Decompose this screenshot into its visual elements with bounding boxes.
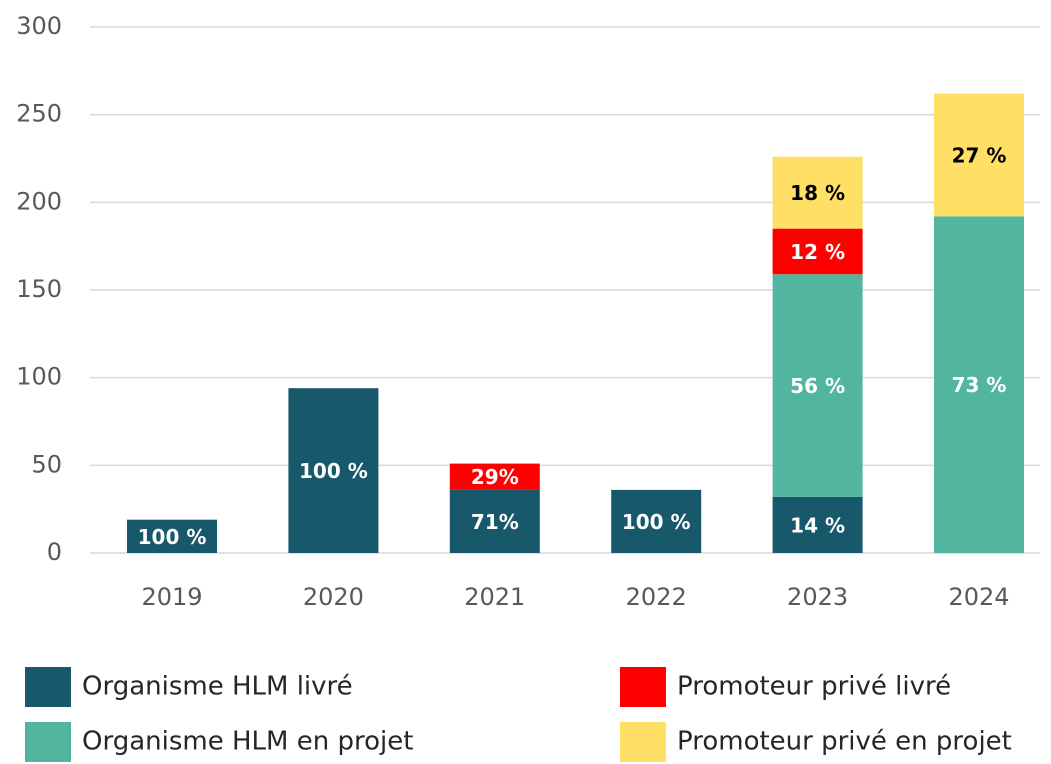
x-tick-label: 2024	[948, 583, 1009, 611]
bar-segment	[772, 274, 863, 497]
bar-segment	[611, 489, 702, 553]
legend-label: Promoteur privé livré	[677, 672, 951, 702]
legend-label: Organisme HLM en projet	[82, 727, 413, 757]
value-label: 12 %	[790, 240, 845, 264]
x-tick-label: 2020	[303, 583, 364, 611]
value-label: 29%	[471, 465, 519, 489]
bar-segment	[934, 93, 1024, 217]
legend-swatch	[620, 667, 666, 707]
value-label: 56 %	[790, 374, 845, 398]
bar-segment	[934, 216, 1024, 554]
y-tick-label: 150	[16, 275, 62, 303]
legend-swatch	[620, 722, 666, 762]
legend-label: Organisme HLM livré	[82, 672, 353, 702]
x-tick-label: 2021	[464, 583, 525, 611]
value-label: 100 %	[138, 525, 207, 549]
y-tick-label: 300	[16, 12, 62, 40]
y-tick-label: 0	[47, 538, 62, 566]
value-label: 100 %	[622, 510, 691, 534]
value-label: 18 %	[790, 181, 845, 205]
bar-segment	[127, 519, 217, 553]
legend-swatch	[25, 722, 71, 762]
value-label: 100 %	[299, 459, 368, 483]
value-label: 71%	[471, 510, 519, 534]
bar-segment	[772, 496, 863, 553]
bar-segment	[772, 156, 863, 229]
bar-segment	[449, 489, 540, 553]
legend-label: Promoteur privé en projet	[677, 727, 1012, 757]
value-label: 73 %	[952, 373, 1007, 397]
value-label: 14 %	[790, 513, 845, 537]
value-label: 27 %	[952, 143, 1007, 167]
y-tick-label: 100	[16, 363, 62, 391]
x-tick-label: 2023	[787, 583, 848, 611]
x-tick-label: 2022	[626, 583, 687, 611]
bar-segment	[772, 228, 863, 275]
x-tick-label: 2019	[141, 583, 202, 611]
y-tick-label: 250	[16, 100, 62, 128]
y-tick-label: 200	[16, 187, 62, 215]
bar-segment	[288, 388, 379, 553]
bar-segment	[449, 463, 540, 490]
legend-swatch	[25, 667, 71, 707]
y-tick-label: 50	[31, 450, 62, 478]
